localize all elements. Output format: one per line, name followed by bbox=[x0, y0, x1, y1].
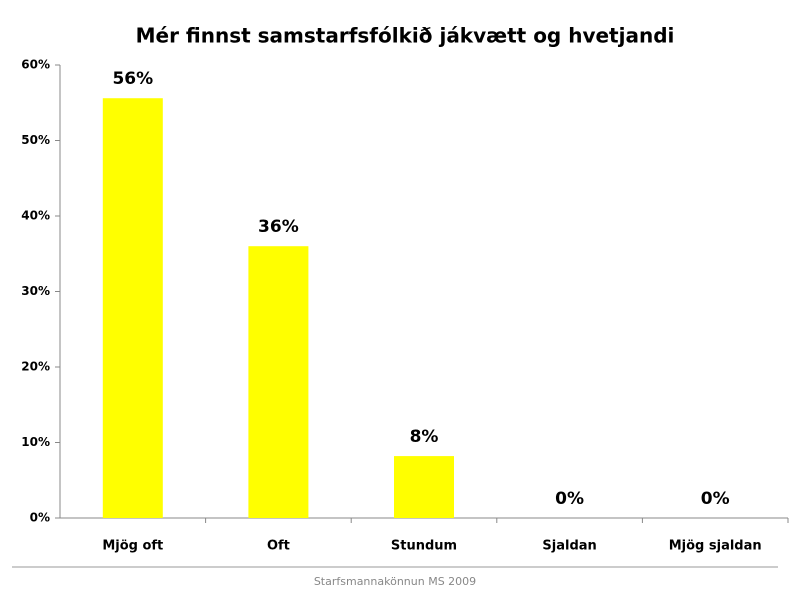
value-label: 36% bbox=[258, 217, 299, 237]
value-label: 0% bbox=[555, 489, 584, 509]
footer: Starfsmannakönnun MS 2009 bbox=[314, 575, 476, 588]
x-tick-label: Mjög oft bbox=[102, 539, 163, 554]
y-tick-label: 10% bbox=[21, 435, 50, 449]
bar bbox=[248, 246, 309, 518]
value-label: 0% bbox=[701, 489, 730, 509]
y-tick-label: 60% bbox=[21, 58, 50, 72]
x-tick-label: Stundum bbox=[391, 539, 457, 554]
y-tick-label: 30% bbox=[21, 284, 50, 298]
value-label: 56% bbox=[112, 69, 153, 89]
y-tick-label: 40% bbox=[21, 209, 50, 223]
y-tick-label: 0% bbox=[30, 511, 50, 525]
x-tick-label: Mjög sjaldan bbox=[669, 539, 762, 554]
x-tick-label: Sjaldan bbox=[542, 539, 596, 554]
y-tick-label: 20% bbox=[21, 360, 50, 374]
y-tick-label: 50% bbox=[21, 133, 50, 147]
bar bbox=[394, 456, 454, 518]
x-tick-label: Oft bbox=[267, 539, 290, 554]
value-label: 8% bbox=[410, 427, 439, 447]
bar bbox=[102, 98, 163, 518]
chart-title: Mér finnst samstarfsfólkið jákvætt og hv… bbox=[136, 24, 675, 48]
